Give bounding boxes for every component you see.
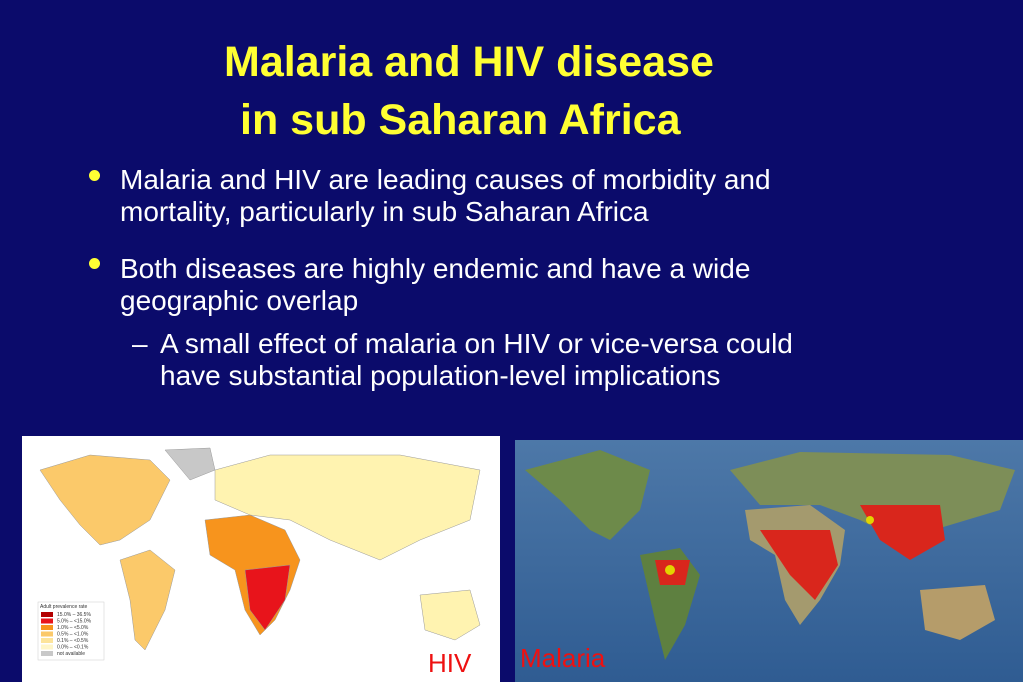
sub-bullet-marker: – xyxy=(132,328,148,359)
map-caption: HIV xyxy=(428,648,472,678)
legend-swatch xyxy=(41,651,53,656)
legend-swatch xyxy=(41,618,53,624)
legend-label: 0.5% – <1.0% xyxy=(57,632,89,638)
legend-swatch xyxy=(41,625,53,630)
bullet-marker xyxy=(89,170,100,181)
legend-swatch xyxy=(41,631,53,637)
legend-label: 5.0% – <15.0% xyxy=(57,619,92,625)
legend-swatch xyxy=(41,638,53,643)
legend-label: 0.1% – <0.5% xyxy=(57,638,89,644)
bullet-text: mortality, particularly in sub Saharan A… xyxy=(120,196,649,227)
title-line: in sub Saharan Africa xyxy=(240,96,681,144)
legend-label: 15.0% – 36.5% xyxy=(57,612,91,618)
bullet-text: Malaria and HIV are leading causes of mo… xyxy=(120,164,771,195)
legend-label: 0.0% – <0.1% xyxy=(57,645,89,651)
legend-label: 1.0% – <5.0% xyxy=(57,625,89,631)
title-line: Malaria and HIV disease xyxy=(224,38,714,86)
legend-swatch xyxy=(41,644,53,650)
bullet-marker xyxy=(89,258,100,269)
malaria-map: Malaria xyxy=(515,440,1023,682)
sub-bullet-text: A small effect of malaria on HIV or vice… xyxy=(160,328,793,359)
hiv-map: Adult prevalence rate HIV 15.0% – 36.5%5… xyxy=(22,436,500,682)
map-caption: Malaria xyxy=(520,643,606,673)
bullet-text: geographic overlap xyxy=(120,285,359,316)
legend-title: Adult prevalence rate xyxy=(40,604,87,610)
bullet-text: Both diseases are highly endemic and hav… xyxy=(120,253,751,284)
sub-bullet-text: have substantial population-level implic… xyxy=(160,360,721,391)
legend-swatch xyxy=(41,612,53,617)
legend-label: not available xyxy=(57,651,85,657)
